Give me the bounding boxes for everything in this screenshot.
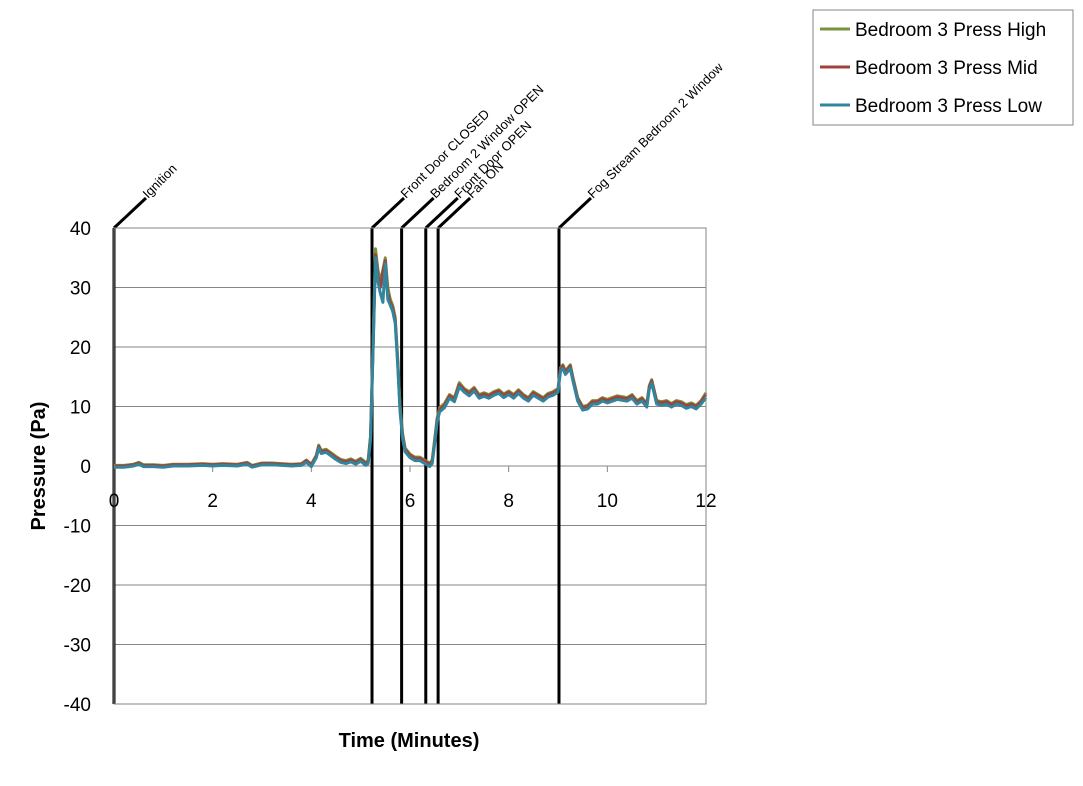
y-tick-label: 30 (70, 279, 91, 300)
legend-entry: Bedroom 3 Press High (855, 20, 1046, 41)
x-tick-label: 4 (306, 491, 317, 512)
y-tick-label: 10 (70, 398, 91, 419)
event-label: Ignition (140, 161, 180, 201)
event-label: Fog Stream Bedroom 2 Window (585, 59, 727, 201)
series-line (114, 247, 708, 467)
event-leader (112, 196, 148, 230)
legend-box (812, 9, 1074, 126)
event-leader (370, 196, 406, 230)
series-line (114, 253, 708, 468)
x-axis-title: Time (Minutes) (339, 730, 480, 752)
series-lines (114, 247, 708, 469)
x-tick-label: 12 (695, 491, 716, 512)
x-tick-label: 0 (109, 491, 120, 512)
y-tick-label: 0 (80, 457, 91, 478)
y-tick-label: -30 (64, 636, 91, 657)
legend-entry: Bedroom 3 Press Low (855, 96, 1042, 117)
legend-entry: Bedroom 3 Press Mid (855, 58, 1038, 79)
x-tick-label: 10 (597, 491, 618, 512)
event-leader (557, 196, 593, 230)
series-line (114, 256, 708, 469)
tick-labels: -40 -30 -20 -10 0 10 20 30 40 0 2 4 6 8 10 12 (64, 219, 717, 716)
x-tick-label: 8 (503, 491, 514, 512)
y-tick-label: -40 (64, 695, 91, 716)
x-tick-label: 6 (405, 491, 416, 512)
legend: Bedroom 3 Press High Bedroom 3 Press Mid B… (812, 9, 1074, 126)
y-axis-title: Pressure (Pa) (28, 402, 50, 531)
event-leader (437, 196, 472, 230)
event-leader (400, 196, 435, 230)
event-leader (424, 196, 459, 230)
y-tick-label: -10 (64, 517, 91, 538)
plot-area-frame (113, 227, 707, 705)
y-tick-label: 40 (70, 219, 91, 240)
y-tick-label: 20 (70, 338, 91, 359)
x-tick-label: 2 (207, 491, 218, 512)
y-tick-label: -20 (64, 576, 91, 597)
